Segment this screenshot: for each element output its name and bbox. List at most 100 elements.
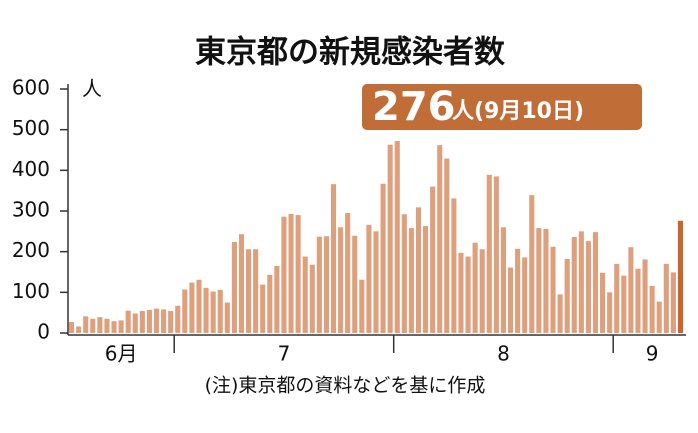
bar (168, 311, 174, 333)
bar (246, 249, 252, 333)
y-tick-label: 200 (12, 238, 50, 262)
bar (161, 309, 167, 333)
bar (493, 176, 499, 333)
bar (366, 224, 372, 333)
bar (529, 195, 535, 333)
bar (224, 302, 230, 333)
bar (139, 311, 145, 333)
bar (90, 318, 96, 333)
bar (373, 231, 379, 333)
bar (415, 207, 422, 333)
bar (571, 237, 577, 333)
bar (557, 294, 563, 333)
y-tick-label: 0 (37, 320, 50, 344)
bar (111, 321, 117, 333)
bar (515, 248, 521, 333)
bar (118, 320, 124, 333)
bar (656, 301, 662, 333)
bar (550, 246, 556, 333)
x-tick-label: 9 (646, 342, 659, 366)
bar (153, 308, 160, 333)
bar (380, 183, 386, 333)
bar (423, 226, 429, 333)
bar (175, 305, 181, 333)
bar (352, 235, 358, 333)
bar (238, 234, 245, 333)
bar (196, 279, 202, 333)
bar (217, 289, 223, 333)
bar (359, 279, 365, 333)
bar (260, 284, 266, 333)
annotation-number: 276 (372, 84, 456, 130)
bar (642, 259, 648, 333)
bar (621, 275, 627, 333)
bar (628, 247, 634, 333)
bar (437, 145, 443, 333)
bar (203, 287, 209, 333)
bar (585, 241, 591, 333)
bar (507, 267, 514, 333)
y-tick-label: 300 (12, 198, 50, 222)
bar (635, 268, 641, 333)
annotation-box (362, 84, 642, 130)
y-tick-label: 600 (12, 76, 50, 100)
bar (146, 309, 152, 333)
chart-title: 東京都の新規感染者数 (195, 35, 505, 71)
bar (600, 272, 606, 333)
bar (295, 215, 301, 333)
y-tick-label: 500 (12, 116, 50, 140)
x-tick-label: 8 (497, 342, 510, 366)
bar (288, 213, 294, 333)
bar (677, 220, 684, 333)
bar (536, 228, 542, 333)
bar (231, 241, 237, 333)
bar (614, 263, 620, 333)
bar (267, 274, 273, 333)
bar (125, 310, 131, 333)
bar (451, 198, 457, 333)
annotation-text: 人(9月10日) (452, 99, 584, 124)
bar (323, 236, 329, 333)
y-tick-label: 400 (12, 157, 50, 181)
bar (592, 232, 599, 333)
bar (309, 264, 315, 333)
bar (281, 216, 287, 333)
bar (408, 228, 414, 333)
bar (189, 282, 195, 333)
bar (401, 214, 407, 333)
bar (274, 265, 280, 333)
bar (430, 186, 436, 333)
bar (338, 227, 344, 333)
bar (564, 258, 570, 333)
bar (68, 322, 75, 333)
bar (316, 236, 322, 333)
bar (649, 285, 655, 333)
bar (465, 256, 471, 333)
bar (458, 252, 464, 333)
bar (83, 316, 89, 333)
bar (543, 228, 549, 333)
bar (302, 256, 308, 333)
note: (注)東京都の資料などを基に作成 (205, 375, 486, 397)
bar (578, 231, 584, 333)
x-tick-label: 6月 (105, 342, 138, 366)
bar (387, 144, 393, 333)
bar (76, 326, 82, 333)
bar (479, 249, 485, 333)
bar (97, 317, 103, 333)
bar (472, 242, 478, 333)
bar (522, 257, 528, 333)
bar (330, 184, 337, 333)
bar (500, 227, 506, 333)
y-tick-label: 100 (12, 279, 50, 303)
bar (663, 263, 669, 333)
bar (486, 174, 492, 333)
bar (253, 249, 259, 333)
bar (104, 318, 110, 333)
bar (670, 272, 676, 333)
x-tick-label: 7 (278, 342, 291, 366)
bar (394, 141, 400, 333)
bar (182, 289, 188, 333)
y-unit: 人 (82, 77, 102, 101)
bar (345, 213, 351, 333)
